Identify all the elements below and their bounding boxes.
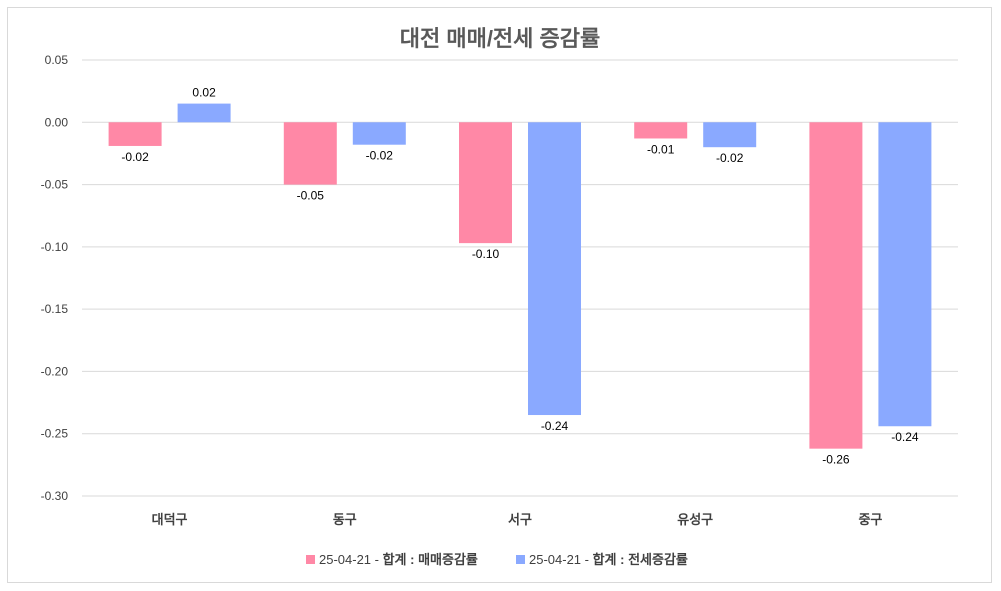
data-label: -0.24 xyxy=(541,419,569,433)
bars xyxy=(108,103,932,449)
data-label: -0.05 xyxy=(297,189,325,203)
x-tick-label: 중구 xyxy=(858,512,882,527)
y-tick-label: -0.05 xyxy=(41,178,69,192)
data-labels: -0.02 0.02 -0.05 -0.02 -0.10 -0.24 -0.01 -0.02 -… xyxy=(121,86,918,467)
bar-sale xyxy=(459,122,512,244)
legend-entry: 25-04-21 - 합계 : 매매증감률 xyxy=(319,552,478,567)
y-tick-label: -0.20 xyxy=(41,364,69,378)
bar-jeonse xyxy=(352,122,406,145)
y-tick-label: 0.05 xyxy=(45,53,69,67)
x-tick-label: 동구 xyxy=(333,512,357,527)
bar-sale xyxy=(108,122,162,146)
y-tick-label: -0.10 xyxy=(41,240,69,254)
bar-jeonse xyxy=(878,122,932,427)
y-tick-label: 0.00 xyxy=(45,115,69,129)
legend-entry: 25-04-21 - 합계 : 전세증감률 xyxy=(529,552,688,567)
y-tick-label: -0.30 xyxy=(41,489,69,503)
bar-sale xyxy=(634,122,688,139)
data-label: -0.01 xyxy=(647,142,675,156)
data-label: -0.26 xyxy=(822,453,850,467)
data-label: -0.02 xyxy=(716,151,744,165)
y-tick-label: -0.25 xyxy=(41,427,69,441)
data-label: -0.10 xyxy=(472,247,500,261)
legend: 25-04-21 - 합계 : 매매증감률 25-04-21 - 합계 : 전세증… xyxy=(306,552,688,567)
data-label: -0.02 xyxy=(121,150,149,164)
data-label: -0.02 xyxy=(366,149,394,163)
bar-sale xyxy=(283,122,337,185)
x-tick-label: 유성구 xyxy=(677,512,713,527)
y-tick-label: -0.15 xyxy=(41,302,69,316)
bar-sale xyxy=(809,122,863,449)
x-tick-label: 대덕구 xyxy=(152,512,188,527)
y-axis: 0.05 0.00 -0.05 -0.10 -0.15 -0.20 -0.25 -0.30 xyxy=(41,53,69,503)
chart-title: 대전 매매/전세 증감률 xyxy=(400,26,601,51)
data-label: 0.02 xyxy=(192,86,216,100)
x-tick-label: 서구 xyxy=(508,512,532,527)
bar-jeonse xyxy=(528,122,581,416)
x-axis: 대덕구 동구 서구 유성구 중구 xyxy=(152,512,883,527)
bar-jeonse xyxy=(177,103,231,123)
legend-swatch xyxy=(516,555,525,564)
legend-swatch xyxy=(306,555,315,564)
data-label: -0.24 xyxy=(891,430,919,444)
bar-jeonse xyxy=(703,122,757,148)
